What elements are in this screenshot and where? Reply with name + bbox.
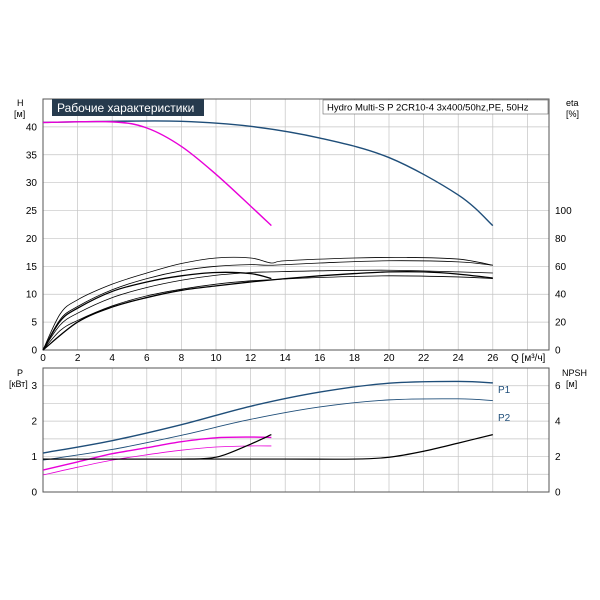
- upper-ticks: 0 2 4 6 8 10 12 14 16 18 20 22 24 2605101520253035400…: [26, 122, 572, 364]
- y-right-tick-label: 2: [555, 452, 561, 463]
- y-right-tick-label: 100: [555, 206, 572, 217]
- y-right-tick-label: 0: [555, 488, 561, 499]
- y-right-tick-label: 80: [555, 234, 567, 245]
- y-left-tick-label: 35: [26, 150, 38, 161]
- curve-H-pump: [42, 120, 494, 227]
- y-right-tick-label: 60: [555, 262, 567, 273]
- curve-eta-main-short: [42, 271, 272, 351]
- lower-panel: P [кВт] NPSH [м] 0 1 2 3 0 2 4 6 P1 P2: [9, 367, 587, 499]
- x-tick-label: 26: [487, 353, 499, 364]
- x-tick-label: 2: [75, 353, 81, 364]
- y-left-tick-label: 5: [31, 318, 37, 329]
- y-left-tick-label: 0: [31, 488, 37, 499]
- y-right-tick-label: 0: [555, 346, 561, 357]
- y-right-tick-label: 4: [555, 417, 561, 428]
- x-tick-label: 6: [144, 353, 150, 364]
- curve-P1: [42, 380, 493, 454]
- curve-P-mag-2: [42, 445, 272, 476]
- curve-H-system: [42, 120, 272, 227]
- curve-label-p2: P2: [498, 413, 511, 424]
- curve-label-p1: P1: [498, 385, 511, 396]
- x-axis-label: Q [м³/ч]: [511, 353, 546, 364]
- upper-grid: [43, 99, 549, 350]
- y-left-tick-label: 0: [31, 346, 37, 357]
- y-left-tick-label: 30: [26, 178, 38, 189]
- y-left-tick-label: 25: [26, 206, 38, 217]
- y-right-unit-eta: [%]: [566, 109, 579, 119]
- upper-curves: [42, 120, 494, 351]
- curve-eta-thin-1: [42, 256, 493, 351]
- x-tick-label: 4: [109, 353, 115, 364]
- y-right-tick-label: 6: [555, 381, 561, 392]
- y-right-tick-label: 40: [555, 290, 567, 301]
- title-badge: [52, 99, 204, 116]
- y-right-tick-label: 20: [555, 318, 567, 329]
- y-left-tick-label: 20: [26, 234, 38, 245]
- lower-curves: [42, 380, 493, 476]
- y-left-label-p: P: [17, 368, 23, 378]
- x-tick-label: 24: [453, 353, 465, 364]
- x-tick-label: 8: [179, 353, 185, 364]
- y-left-tick-label: 2: [31, 417, 37, 428]
- lower-frame: [42, 367, 550, 493]
- x-tick-label: 20: [383, 353, 395, 364]
- upper-panel: Рабочие характеристики Hydro Multi-S P 2…: [14, 98, 579, 364]
- y-left-label-h: H: [17, 98, 24, 108]
- curve-eta-thin-4: [42, 275, 493, 351]
- curve-P-mag-1: [42, 436, 272, 471]
- y-left-unit-h: [м]: [14, 109, 25, 119]
- y-left-tick-label: 40: [26, 122, 38, 133]
- y-right-label-eta: eta: [566, 98, 579, 108]
- curve-NPSH-pump: [43, 434, 493, 460]
- y-right-unit-npsh: [м]: [566, 379, 577, 389]
- x-tick-label: 0: [40, 353, 46, 364]
- x-tick-label: 16: [314, 353, 326, 364]
- lower-ticks: 0 1 2 3 0 2 4 6: [31, 381, 561, 498]
- pump-label-box: [322, 99, 549, 115]
- y-left-tick-label: 3: [31, 381, 37, 392]
- curve-eta-thin-3: [42, 269, 493, 351]
- curve-P2: [42, 398, 493, 461]
- x-tick-label: 18: [349, 353, 361, 364]
- curve-eta-main-long: [42, 271, 493, 351]
- y-left-tick-label: 1: [31, 452, 37, 463]
- y-left-tick-label: 15: [26, 262, 38, 273]
- x-tick-label: 10: [210, 353, 222, 364]
- y-left-unit-p: [кВт]: [9, 379, 28, 389]
- y-right-label-npsh: NPSH: [562, 368, 587, 378]
- lower-grid: [43, 368, 549, 492]
- pump-label: Hydro Multi-S P 2CR10-4 3x400/50hz,PE, 5…: [327, 103, 529, 114]
- y-left-tick-label: 10: [26, 290, 38, 301]
- upper-frame: [42, 98, 550, 351]
- x-tick-label: 22: [418, 353, 430, 364]
- title-badge-text: Рабочие характеристики: [57, 101, 194, 115]
- x-tick-label: 14: [280, 353, 292, 364]
- x-tick-label: 12: [245, 353, 257, 364]
- curve-eta-thin-2: [42, 260, 493, 351]
